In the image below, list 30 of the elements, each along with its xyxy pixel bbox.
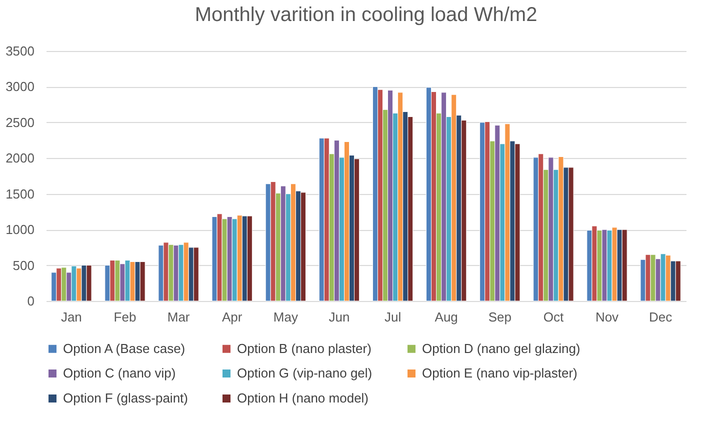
legend-label: Option C (nano vip) [63,366,176,380]
x-tick-label: Sep [488,310,512,324]
y-tick-label: 1000 [6,222,34,238]
x-tick-label: May [273,310,298,324]
x-tick-label: Apr [222,310,243,324]
x-tick-label: Mar [167,310,190,324]
x-tick-label: Jun [328,310,350,324]
y-tick-label: 1500 [6,186,34,202]
legend-label: Option D (nano gel glazing) [422,340,580,356]
legend-label: Option A (Base case) [63,340,186,356]
y-tick-label: 2000 [6,150,34,166]
legend-label: Option B (nano plaster) [237,340,372,356]
legend-label: Option F (glass-paint) [63,390,188,406]
legend-label: Option E (nano vip-plaster) [422,366,578,380]
bar [51,272,57,302]
x-tick-label: Feb [114,310,136,324]
x-tick-label: Oct [543,310,564,324]
y-tick-label: 2500 [6,114,34,130]
y-tick-label: 3500 [6,44,34,58]
chart-title: Monthly varition in cooling load Wh/m2 [194,4,538,26]
x-tick-label: Dec [649,310,673,324]
x-tick-label: Jul [384,310,402,324]
y-tick-label: 3000 [6,79,34,94]
x-tick-label: Aug [434,310,458,324]
legend-label: Option H (nano model) [237,390,369,406]
y-tick-label: 0 [27,294,34,308]
y-tick-label: 500 [12,258,34,273]
x-tick-label: Jan [60,310,82,324]
x-tick-label: Nov [595,310,620,324]
legend-label: Option G (vip-nano gel) [237,366,372,380]
